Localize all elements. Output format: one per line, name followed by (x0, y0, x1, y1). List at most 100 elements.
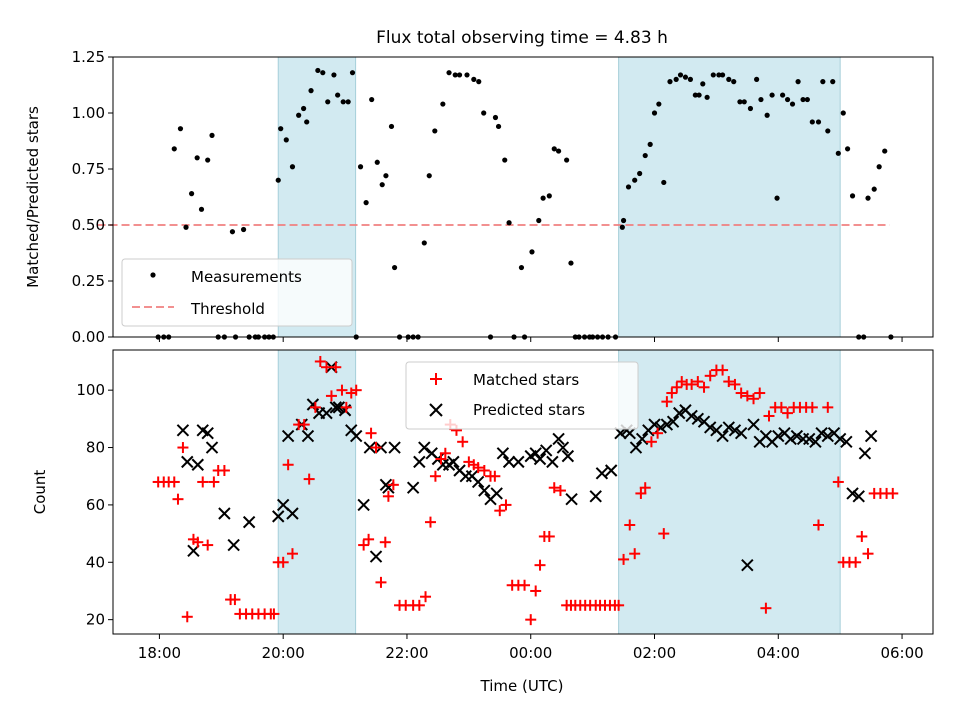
measurement-point (452, 72, 458, 78)
matched-star-point (686, 378, 698, 390)
predicted-star-point (852, 490, 865, 503)
matched-star-point (530, 585, 542, 597)
predicted-star-point (363, 441, 377, 454)
chart-title: Flux total observing time = 4.83 h (376, 28, 668, 48)
measurement-point (536, 217, 542, 224)
measurement-point (229, 229, 236, 235)
predicted-star-point (666, 415, 680, 428)
measurement-point (383, 173, 389, 179)
matched-star-point (303, 473, 315, 485)
matched-star-point (202, 539, 214, 551)
predicted-star-point (540, 444, 553, 457)
matched-star-point (629, 548, 641, 560)
predicted-star-point (552, 432, 565, 446)
matched-star-point (671, 381, 683, 393)
predicted-star-point (556, 441, 570, 454)
predicted-star-point (272, 510, 285, 523)
measurement-point (481, 110, 487, 116)
bottom-legend-box (405, 361, 639, 430)
matched-star-point (489, 470, 501, 482)
top-panel: 0.00 0.25 0.50 0.75 1.00 1.25 Matched/Predict… (24, 48, 934, 346)
legend-measurements-label: Measurements (191, 268, 302, 286)
measurement-point (747, 105, 754, 112)
measurement-point (275, 177, 281, 183)
matched-star-point (832, 476, 844, 488)
matched-star-point (192, 536, 204, 548)
predicted-star-point (728, 424, 742, 437)
x-tick-label: 18:00 (138, 644, 181, 662)
measurement-point (374, 159, 380, 165)
matched-star-point (618, 553, 630, 565)
y-tick-label: 0.50 (72, 216, 105, 234)
measurement-point (692, 92, 698, 98)
matched-star-point (218, 464, 230, 476)
matched-star-point (500, 499, 512, 511)
y-tick-label: 0.00 (72, 328, 105, 346)
predicted-star-point (447, 455, 460, 469)
measurement-point (357, 164, 364, 170)
measurement-point (325, 99, 331, 105)
matched-star-point (754, 387, 766, 399)
predicted-star-point (685, 409, 698, 423)
bottom-panel: 20 40 60 80 100 18:00 20:00 22:00 00:00 02:00 04:… (31, 349, 934, 695)
predicted-star-point (478, 484, 491, 497)
predicted-star-point (533, 452, 547, 466)
matched-star-point (717, 364, 729, 376)
measurement-point (620, 217, 627, 224)
measurement-point (349, 70, 356, 76)
measurement-point (304, 119, 310, 125)
measurement-point (331, 72, 337, 78)
matched-star-point (375, 576, 387, 588)
measurement-point (363, 200, 369, 206)
matched-star-point (704, 370, 716, 382)
matched-star-point (624, 519, 636, 531)
predicted-star-point (629, 441, 643, 454)
measurement-point (198, 206, 205, 212)
y-tick-label: 20 (86, 611, 105, 629)
measurement-point (769, 92, 775, 98)
predicted-star-point (691, 412, 705, 426)
measurement-point (289, 164, 296, 170)
measurement-point (710, 72, 716, 78)
measurement-point (421, 240, 427, 246)
measurement-point (625, 184, 632, 190)
measurement-point (780, 92, 786, 98)
measurement-point (551, 146, 557, 152)
measurement-point (432, 128, 438, 134)
predicted-star-point (790, 429, 804, 443)
predicted-star-point (589, 490, 602, 503)
measurement-point (820, 79, 826, 85)
matched-star-point (457, 436, 469, 448)
measurement-point (301, 105, 307, 112)
measurement-point (518, 264, 525, 271)
matched-star-point (358, 539, 370, 551)
matched-star-point (760, 602, 772, 614)
y-tick-label: 1.25 (72, 48, 105, 66)
matched-star-point (639, 482, 651, 494)
legend-predicted-marker (429, 403, 443, 417)
matched-star-point (379, 536, 391, 548)
measurement-point (800, 96, 806, 103)
matched-star-point (286, 548, 298, 560)
measurement-point (320, 70, 326, 76)
measurement-point (345, 99, 351, 105)
predicted-star-point (772, 429, 785, 443)
measurement-point (446, 70, 452, 76)
measurement-point (764, 112, 770, 118)
measurement-point (296, 112, 302, 118)
predicted-star-point (604, 464, 618, 477)
predicted-star-point (176, 424, 190, 437)
matched-star-point (387, 479, 399, 491)
matched-star-point (177, 442, 189, 454)
y-tick-label: 1.00 (72, 104, 105, 122)
predicted-star-point (741, 558, 754, 572)
matched-star-point (424, 516, 436, 528)
legend-measurements-marker (150, 272, 156, 278)
legend-matched-marker (430, 373, 442, 385)
matched-star-point (862, 548, 874, 560)
predicted-star-point (561, 449, 575, 463)
matched-star-point (666, 387, 678, 399)
y-tick-label: 0.25 (72, 272, 105, 290)
measurement-point (177, 126, 184, 132)
measurement-point (194, 155, 200, 161)
